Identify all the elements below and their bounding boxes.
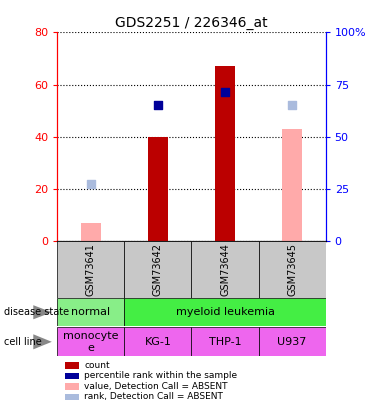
Text: GSM73642: GSM73642 (153, 243, 163, 296)
Text: cell line: cell line (4, 337, 41, 347)
Text: disease state: disease state (4, 307, 69, 317)
Point (222, 89, 228, 96)
Bar (282, 129, 302, 241)
Text: GSM73645: GSM73645 (287, 243, 297, 296)
Point (289, 102, 295, 109)
Text: THP-1: THP-1 (209, 337, 241, 347)
Bar (192, 327, 259, 356)
Text: rank, Detection Call = ABSENT: rank, Detection Call = ABSENT (84, 392, 223, 401)
Polygon shape (33, 334, 52, 350)
Text: myeloid leukemia: myeloid leukemia (175, 307, 275, 317)
Text: value, Detection Call = ABSENT: value, Detection Call = ABSENT (84, 382, 228, 391)
Bar (124, 327, 192, 356)
Text: count: count (84, 361, 110, 370)
Text: KG-1: KG-1 (145, 337, 171, 347)
Bar (124, 241, 192, 298)
Bar (57, 298, 124, 326)
Bar (215, 66, 235, 241)
Text: percentile rank within the sample: percentile rank within the sample (84, 371, 238, 380)
Bar (148, 137, 168, 241)
Text: normal: normal (71, 307, 110, 317)
Text: U937: U937 (278, 337, 307, 347)
Bar (124, 298, 326, 326)
Polygon shape (33, 305, 52, 319)
Bar (57, 241, 124, 298)
Point (88, 180, 94, 187)
Bar (259, 327, 326, 356)
Bar (259, 241, 326, 298)
Point (155, 102, 161, 109)
Title: GDS2251 / 226346_at: GDS2251 / 226346_at (115, 16, 268, 30)
Bar (192, 241, 259, 298)
Bar (57, 327, 124, 356)
Text: GSM73644: GSM73644 (220, 243, 230, 296)
Text: GSM73641: GSM73641 (86, 243, 96, 296)
Text: monocyte
e: monocyte e (63, 331, 119, 353)
Bar (81, 223, 101, 241)
